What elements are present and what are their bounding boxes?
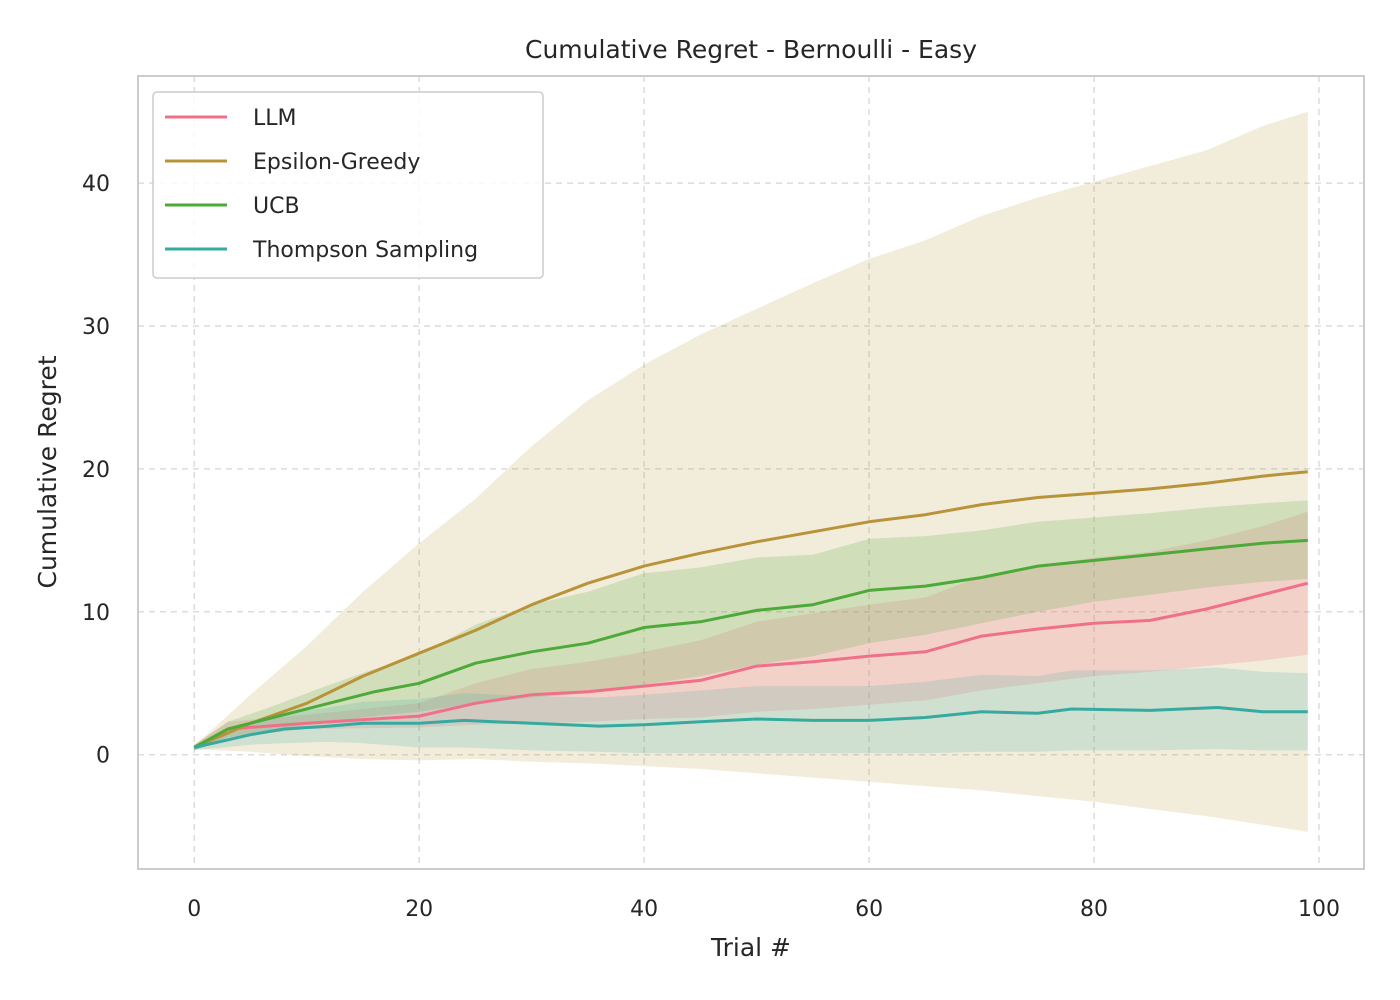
plot-frame [137,75,1365,870]
legend-label-epsilon-greedy: Epsilon-Greedy [253,150,420,175]
x-axis-label: Trial # [710,933,791,962]
x-tick-label: 80 [1080,897,1108,922]
x-tick-label: 100 [1298,897,1340,922]
x-tick-label: 40 [630,897,658,922]
y-tick-label: 40 [82,172,110,197]
legend-label-llm: LLM [253,106,297,131]
series-line-llm [193,581,1309,749]
legend-label-ucb: UCB [253,194,300,219]
legend: LLM Epsilon-Greedy UCB Thompson Sampling [152,91,544,279]
band-thompson-sampling [194,667,1308,754]
legend-label-thompson-sampling: Thompson Sampling [252,238,478,263]
series-line-epsilon-greedy [193,470,1308,749]
x-tick-label: 60 [855,897,883,922]
y-tick-label: 0 [96,744,110,769]
tick-labels: 0 20 40 60 80 100 0 10 20 30 40 [82,172,1340,922]
band-epsilon-greedy [194,111,1308,832]
y-axis-label: Cumulative Regret [33,355,62,588]
confidence-bands [194,111,1308,832]
y-tick-label: 20 [82,458,110,483]
series-line-ucb [193,538,1308,749]
y-tick-label: 30 [82,315,110,340]
band-ucb [194,500,1308,751]
series-line-thompson-sampling [193,706,1308,749]
band-llm [194,511,1308,751]
series-lines [193,470,1309,749]
x-tick-label: 0 [187,897,201,922]
chart-title: Cumulative Regret - Bernoulli - Easy [525,35,977,64]
legend-box [152,91,544,279]
y-tick-label: 10 [82,601,110,626]
x-tick-label: 20 [405,897,433,922]
